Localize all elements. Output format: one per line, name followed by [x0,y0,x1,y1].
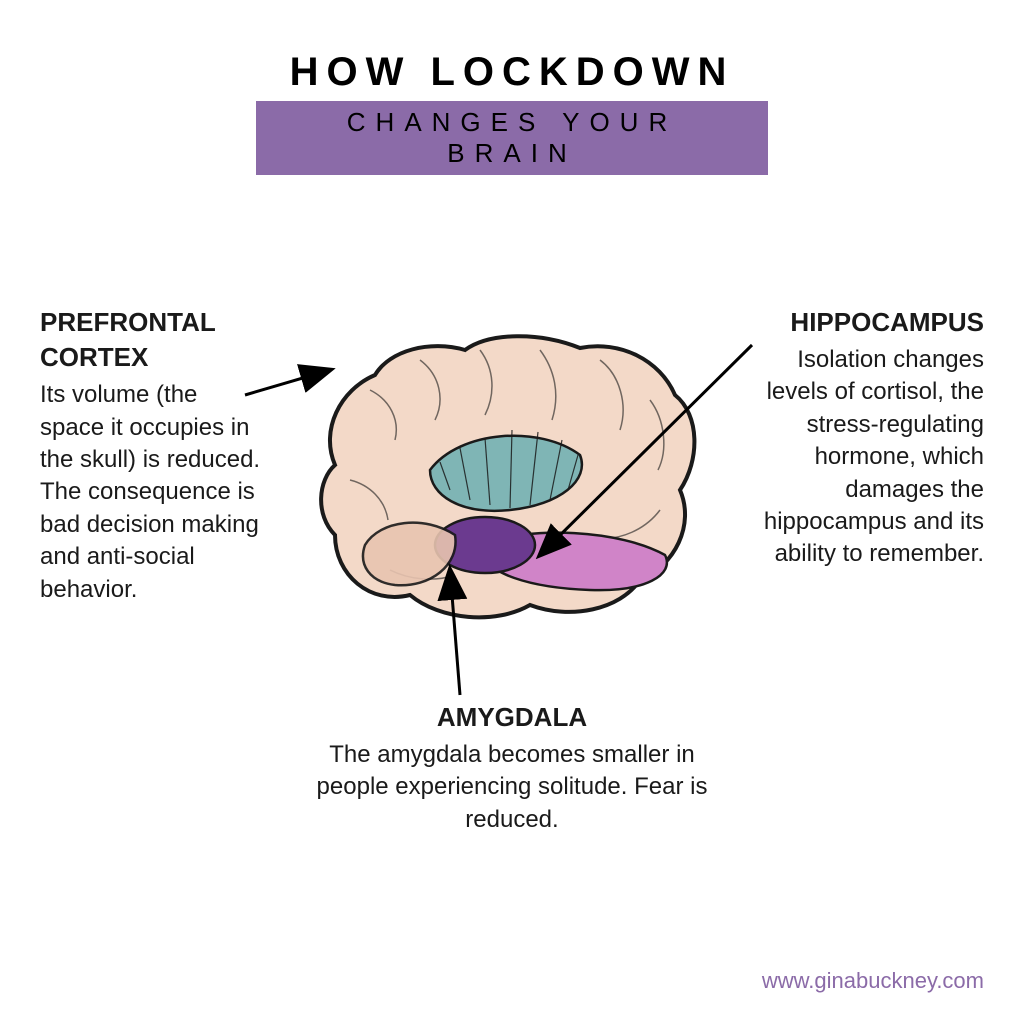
title-line2: CHANGES YOUR BRAIN [347,107,677,168]
brain-illustration [280,320,710,640]
label-hippocampus: HIPPOCAMPUS Isolation changes levels of … [749,305,984,571]
label-hippocampus-body: Isolation changes levels of cortisol, th… [749,344,984,571]
label-hippocampus-heading: HIPPOCAMPUS [749,305,984,340]
label-prefrontal-body: Its volume (the space it occupies in the… [40,379,265,606]
label-prefrontal-heading: PREFRONTAL CORTEX [40,305,265,375]
label-amygdala-body: The amygdala becomes smaller in people e… [312,739,712,836]
title-line2-highlight: CHANGES YOUR BRAIN [256,101,768,175]
footer-url: www.ginabuckney.com [762,968,984,994]
label-amygdala: AMYGDALA The amygdala becomes smaller in… [312,700,712,836]
title-line1: HOW LOCKDOWN [256,50,768,95]
label-amygdala-heading: AMYGDALA [312,700,712,735]
title-block: HOW LOCKDOWN CHANGES YOUR BRAIN [256,50,768,175]
label-prefrontal: PREFRONTAL CORTEX Its volume (the space … [40,305,265,606]
